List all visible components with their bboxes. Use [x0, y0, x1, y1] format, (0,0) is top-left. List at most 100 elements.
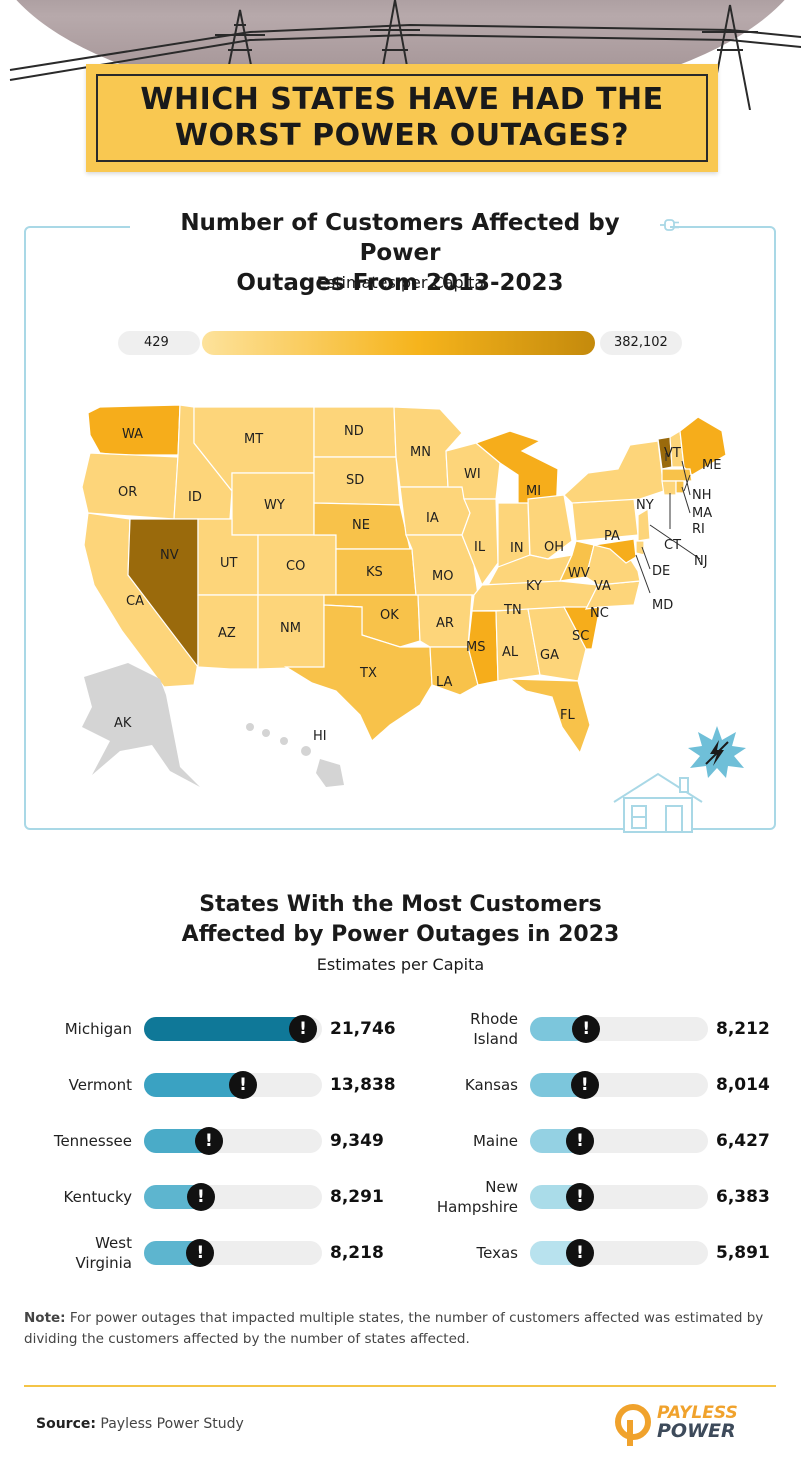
bar-label-line: West — [95, 1234, 132, 1252]
state-oh — [527, 494, 573, 560]
label-nc: NC — [590, 606, 609, 621]
alert-marker-icon: ! — [566, 1183, 594, 1211]
bar-label-texas: Texas — [398, 1231, 518, 1275]
label-sd: SD — [346, 473, 364, 488]
bar-chart-title-text: States With the Most Customers Affected b… — [182, 892, 620, 947]
label-vt: VT — [664, 446, 681, 461]
bar-value-west-virginia: 8,218 — [330, 1243, 384, 1263]
bar-value-new-hampshire: 6,383 — [716, 1187, 770, 1207]
map-title-line-1: Number of Customers Affected by Power — [180, 210, 620, 266]
state-ak — [82, 663, 200, 787]
label-ks: KS — [366, 565, 383, 580]
alert-marker-icon: ! — [570, 1071, 599, 1099]
bar-track-rhode-island: ! — [530, 1015, 708, 1043]
footer-divider — [24, 1385, 776, 1387]
state-al — [495, 608, 541, 682]
label-oh: OH — [544, 540, 564, 555]
state-nj — [637, 507, 651, 542]
bar-row-kentucky: Kentucky! 8,291 — [12, 1175, 392, 1219]
state-fl — [508, 678, 591, 755]
label-ar: AR — [436, 616, 454, 631]
bar-chart-title: States With the Most Customers Affected b… — [0, 890, 801, 950]
bar-value-michigan: 21,746 — [330, 1019, 396, 1039]
bar-track-kansas: ! — [530, 1071, 708, 1099]
page-title-box: WHICH STATES HAVE HAD THE WORST POWER OU… — [86, 64, 718, 172]
bar-track-kentucky: ! — [144, 1183, 322, 1211]
label-ia: IA — [426, 511, 439, 526]
bar-track-maine: ! — [530, 1127, 708, 1155]
state-ny — [563, 440, 665, 504]
plug-icon — [660, 219, 679, 231]
label-la: LA — [436, 675, 453, 690]
alert-marker-icon: ! — [186, 1239, 215, 1267]
bar-label-maine: Maine — [398, 1119, 518, 1163]
label-md: MD — [652, 598, 673, 613]
label-co: CO — [286, 559, 305, 574]
label-ok: OK — [380, 608, 399, 623]
bar-value-kentucky: 8,291 — [330, 1187, 384, 1207]
label-wi: WI — [464, 467, 481, 482]
title-line-1: WHICH STATES HAVE HAD THE — [140, 82, 664, 117]
bar-row-texas: Texas! 5,891 — [398, 1231, 778, 1275]
state-ma — [661, 468, 693, 482]
bar-michigan — [144, 1017, 309, 1041]
bar-label-rhode-island: Rhode Island — [398, 1007, 518, 1051]
bar-track-texas: ! — [530, 1239, 708, 1267]
label-wy: WY — [264, 498, 285, 513]
label-ri: RI — [692, 522, 705, 537]
logo-line-2: POWER — [657, 1420, 736, 1442]
us-choropleth-map: WA MT ND MN WI MI VT ME NH MA RI CT NJ D… — [81, 404, 727, 787]
legend-max-value: 382,102 — [600, 331, 682, 355]
map-title-line-2: Outages From 2013-2023 — [236, 270, 564, 296]
label-nj: NJ — [694, 554, 708, 569]
label-ca: CA — [126, 594, 144, 609]
label-fl: FL — [560, 708, 575, 723]
bar-label-west-virginia: West Virginia — [12, 1231, 132, 1275]
bar-value-rhode-island: 8,212 — [716, 1019, 770, 1039]
bar-label-line: Maine — [472, 1132, 518, 1150]
label-ga: GA — [540, 648, 559, 663]
label-il: IL — [474, 540, 486, 555]
state-wa — [87, 404, 181, 456]
legend-min-value: 429 — [118, 331, 200, 355]
house-icon — [613, 772, 703, 833]
label-wv: WV — [568, 566, 590, 581]
state-mi — [474, 430, 559, 520]
title-line-2: WORST POWER OUTAGES? — [174, 118, 630, 153]
label-mt: MT — [244, 432, 263, 447]
bar-label-line: Vermont — [68, 1076, 132, 1094]
bar-label-kentucky: Kentucky — [12, 1175, 133, 1219]
footnote-text: For power outages that impacted multiple… — [24, 1310, 764, 1347]
bar-label-line: Kansas — [464, 1076, 518, 1094]
label-hi: HI — [313, 729, 327, 744]
label-ny: NY — [636, 498, 654, 513]
state-tx — [283, 604, 433, 742]
label-ky: KY — [526, 579, 542, 594]
label-ak: AK — [114, 716, 132, 731]
state-de — [635, 540, 645, 556]
bar-label-line: Kentucky — [63, 1188, 133, 1206]
label-ut: UT — [220, 556, 238, 571]
label-nv: NV — [160, 548, 179, 563]
label-in: IN — [510, 541, 524, 556]
bar-label-line: Virginia — [75, 1254, 132, 1272]
label-nm: NM — [280, 621, 301, 636]
label-sc: SC — [572, 629, 589, 644]
bar-row-maine: Maine! 6,427 — [398, 1119, 778, 1163]
bar-label-line: Island — [473, 1030, 518, 1048]
state-wv — [558, 540, 595, 582]
state-il — [461, 498, 499, 587]
label-al: AL — [502, 645, 519, 660]
map-title: Number of Customers Affected by Power Ou… — [130, 206, 670, 300]
label-va: VA — [594, 579, 611, 594]
state-ms — [467, 610, 499, 686]
bar-value-tennessee: 9,349 — [330, 1131, 384, 1151]
label-ct: CT — [664, 538, 681, 553]
bar-label-line: Hampshire — [436, 1198, 518, 1216]
bar-label-line: New — [485, 1178, 518, 1196]
map-subtitle: Estimates per Capita — [316, 273, 485, 292]
bar-label-new-hampshire: New Hampshire — [398, 1175, 518, 1219]
bar-label-michigan: Michigan — [12, 1007, 132, 1051]
bar-row-michigan: Michigan! 21,746 — [12, 1007, 396, 1051]
footnote-prefix: Note: — [24, 1310, 66, 1326]
